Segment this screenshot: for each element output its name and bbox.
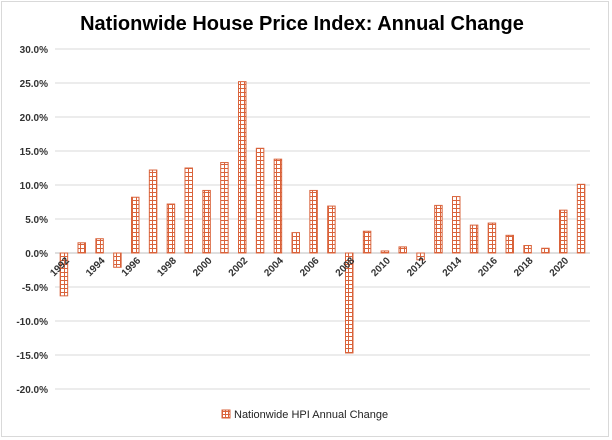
bar-2006: [309, 189, 318, 254]
bar-1993: [77, 242, 86, 254]
chart-title: Nationwide House Price Index: Annual Cha…: [80, 13, 524, 35]
bar-2009: [362, 230, 372, 254]
bar-2003: [255, 147, 265, 254]
y-tick-label: -15.0%: [16, 351, 48, 362]
bar-2000: [202, 189, 211, 254]
y-tick-label: 20.0%: [20, 113, 48, 124]
x-tick-label: 2010: [369, 255, 393, 279]
bar-2020: [559, 209, 568, 254]
bar-1995: [113, 252, 122, 268]
bar-2010: [380, 250, 390, 254]
bar-2008: [345, 252, 354, 354]
bar-2001: [220, 162, 229, 254]
gridlines: [55, 48, 590, 390]
x-tick-label: 2002: [227, 255, 251, 279]
x-tick-label: 1998: [155, 255, 179, 279]
bar-2013: [434, 204, 443, 254]
bar-2011: [398, 246, 407, 254]
y-tick-label: 25.0%: [20, 79, 48, 90]
x-tick-label: 2020: [548, 255, 572, 279]
bar-1999: [184, 167, 193, 254]
bar-2007: [327, 205, 336, 254]
legend-label: Nationwide HPI Annual Change: [234, 409, 388, 421]
y-tick-label: 15.0%: [20, 147, 48, 158]
y-tick-label: 5.0%: [25, 215, 48, 226]
legend: Nationwide HPI Annual Change: [221, 409, 388, 421]
y-tick-label: 30.0%: [20, 45, 48, 56]
bar-2012: [416, 252, 425, 261]
x-tick-label: 1996: [120, 255, 144, 279]
legend-swatch: [221, 409, 231, 419]
bar-2021: [576, 183, 586, 254]
bar-1996: [131, 196, 140, 254]
x-tick-label: 1994: [84, 255, 108, 279]
bar-1998: [166, 203, 176, 254]
bar-2014: [452, 196, 461, 254]
bar-2016: [487, 222, 497, 254]
bar-2019: [541, 247, 550, 254]
x-tick-label: 2012: [405, 255, 429, 279]
x-tick-label: 2016: [476, 255, 500, 279]
bar-2005: [291, 232, 300, 254]
bar-1994: [95, 238, 104, 254]
bar-2017: [505, 234, 514, 254]
bar-2018: [523, 245, 532, 254]
x-tick-label: 2018: [512, 255, 536, 279]
bar-2015: [469, 224, 479, 254]
x-tick-label: 2006: [298, 255, 322, 279]
x-tick-label: 2004: [262, 255, 286, 279]
y-tick-label: 10.0%: [20, 181, 48, 192]
x-axis-tick-labels: 1992 1994 1996 1998 2000 2002 2004 2006 2008 2010…: [48, 255, 571, 279]
bar-2002: [238, 81, 247, 254]
y-tick-label: -10.0%: [16, 317, 48, 328]
bar-1992: [59, 252, 69, 297]
bar-2004: [273, 158, 283, 254]
bar-series: [59, 81, 586, 354]
bar-1997: [148, 169, 158, 254]
y-tick-label: -20.0%: [16, 385, 48, 396]
y-tick-label: 0.0%: [25, 249, 48, 260]
x-tick-label: 2014: [441, 255, 465, 279]
y-tick-label: -5.0%: [22, 283, 48, 294]
y-axis-tick-labels: 30.0% 25.0% 20.0% 15.0% 10.0% 5.0% 0.0% -5.0% -1…: [16, 45, 48, 396]
x-tick-label: 2000: [191, 255, 215, 279]
